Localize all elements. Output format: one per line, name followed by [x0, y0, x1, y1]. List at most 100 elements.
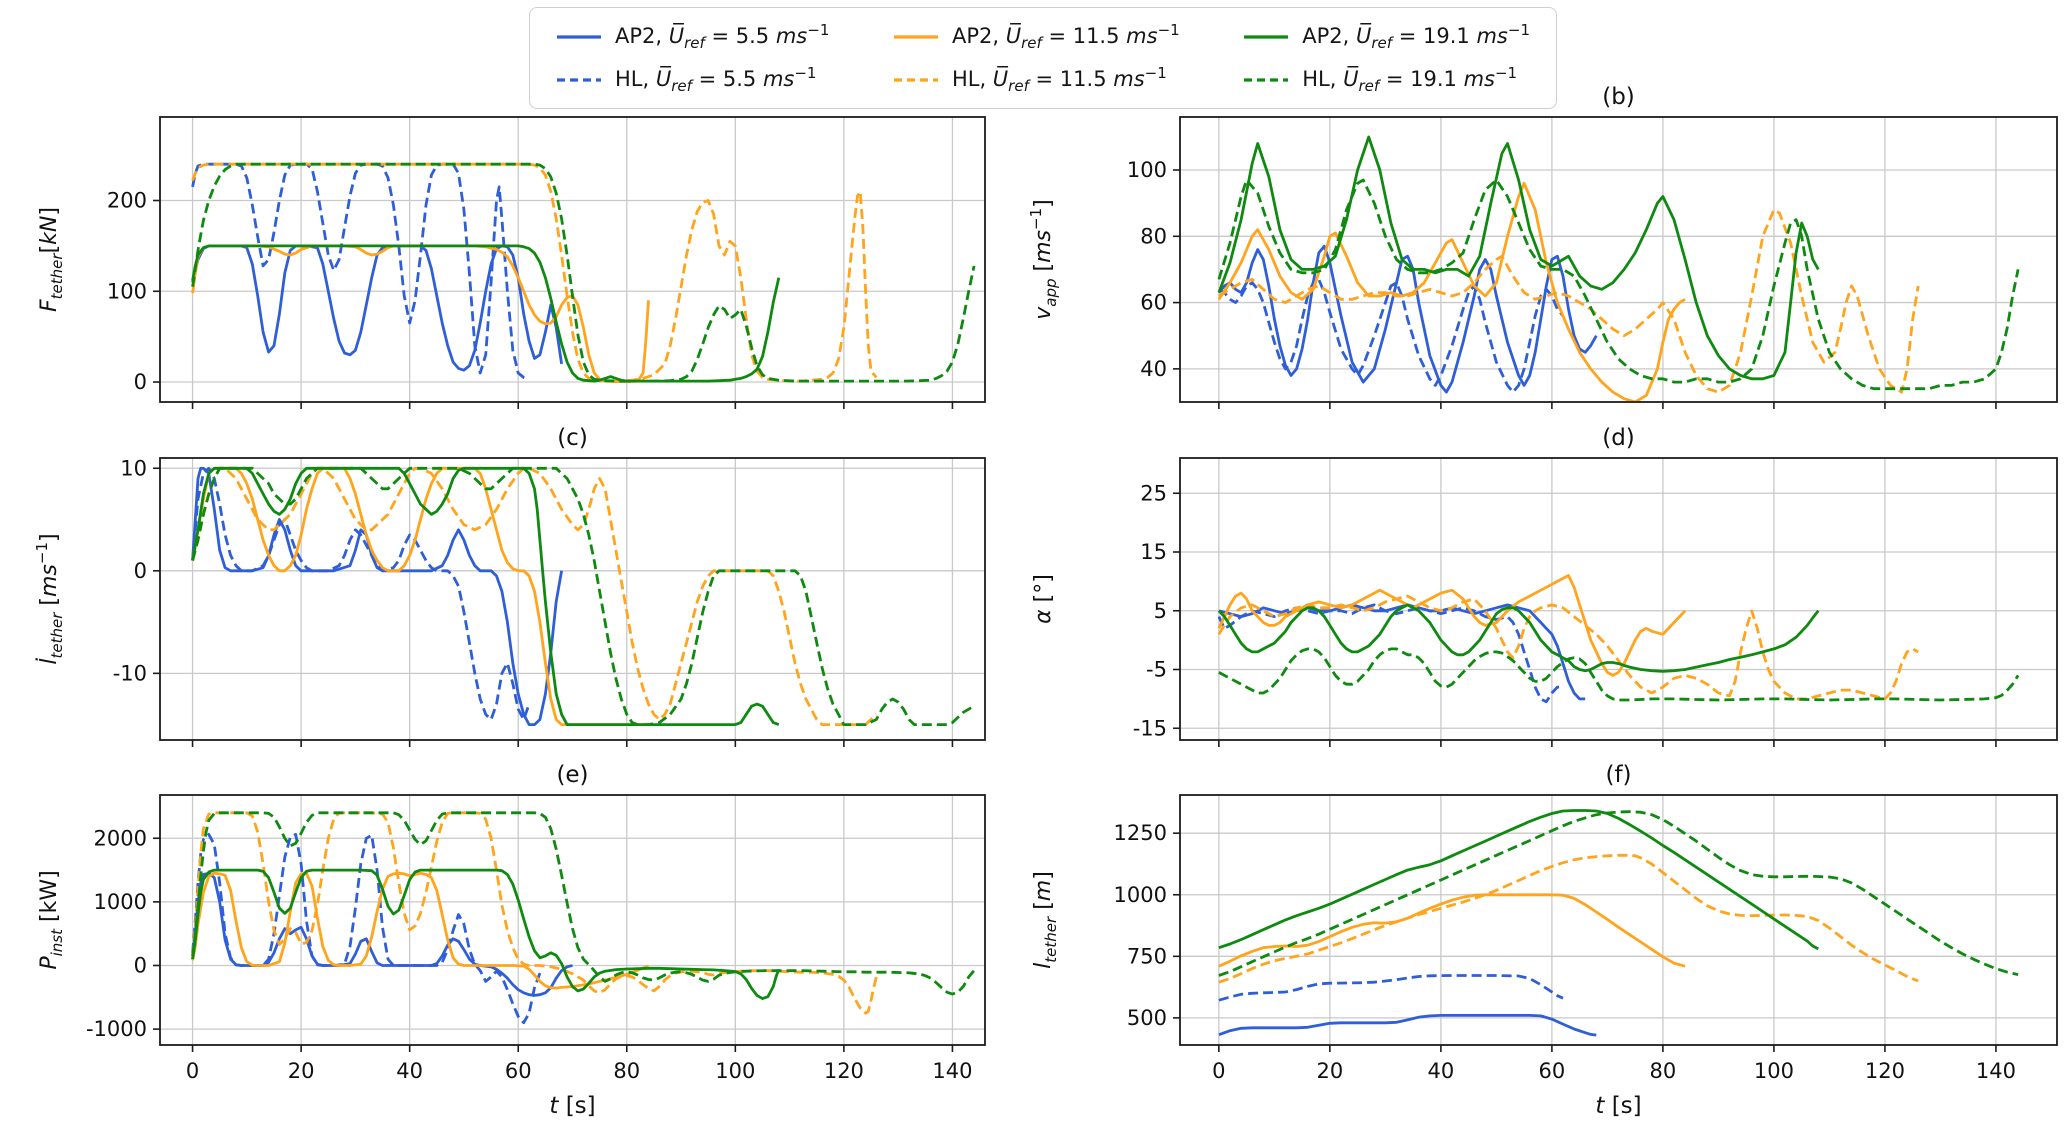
series-ap2_191-f: [1218, 809, 1819, 951]
x-tick-label: 0: [186, 1059, 199, 1083]
y-axis-label-e: Pinst [kW]: [37, 870, 66, 969]
x-tick-label: 120: [1865, 1059, 1905, 1083]
subplot-b: 40 60 80 100 (b) vapp [ms−1]: [1027, 84, 2058, 409]
subplot-c: -10 0 10 (c) l̇tether [ms−1]: [33, 425, 986, 747]
x-axis-label-e: t [s]: [549, 1093, 595, 1119]
x-tick-label: 80: [1650, 1059, 1677, 1083]
series-ap2_191-b: [1217, 135, 1820, 381]
y-axis-label-b: vapp [ms−1]: [1027, 199, 1060, 319]
series-ap2_115-c: [191, 466, 649, 726]
y-tick-label: -1000: [86, 1017, 147, 1041]
legend-item-ap2_115: AP2, U̅ref = 11.5 ms−1: [893, 21, 1180, 52]
series-ap2_55-f: [1218, 1014, 1597, 1037]
y-tick-label: 0: [134, 953, 147, 977]
series-hl_191-c: [191, 466, 975, 726]
solid-line-icon: [893, 34, 938, 39]
legend-item-hl_191: HL, U̅ref = 19.1 ms−1: [1243, 64, 1530, 95]
dashed-line-icon: [893, 78, 938, 82]
series-hl_55-e: [191, 833, 542, 1025]
y-tick-label: -5: [1146, 658, 1167, 682]
subplot-e: 0 20 40 60 80 100 120 140 -1000 0 1000 2000 (e) Pinst…: [37, 762, 986, 1119]
series-ap2_191-d: [1217, 603, 1820, 673]
legend-label: HL, U̅ref = 19.1 ms−1: [1302, 64, 1518, 96]
series-hl_115-b: [1218, 208, 1920, 394]
axes-frame: [1179, 457, 2058, 741]
x-tick-label: 120: [824, 1059, 864, 1083]
subplot-f: 0 20 40 60 80 100 120 140 500 750 1000 1250 (f) lteth…: [1031, 762, 2058, 1119]
y-axis-label-a: Ftether[kN]: [37, 207, 66, 312]
series-hl_191-a: [191, 162, 976, 383]
subplot-b-title: (b): [1602, 84, 1635, 110]
x-tick-label: 100: [1754, 1059, 1794, 1083]
series-ap2_191-a: [191, 244, 781, 383]
series-hl_115-a: [191, 162, 878, 383]
x-tick-label: 140: [932, 1059, 972, 1083]
y-tick-label: 2000: [94, 826, 147, 850]
legend: AP2, U̅ref = 5.5 ms−1 AP2, U̅ref = 11.5 m…: [529, 7, 1557, 110]
subplot-d-title: (d): [1602, 425, 1635, 451]
legend-item-ap2_191: AP2, U̅ref = 19.1 ms−1: [1243, 21, 1530, 52]
y-tick-label: 5: [1154, 599, 1167, 623]
x-tick-label: 140: [1976, 1059, 2016, 1083]
y-tick-label: -10: [113, 661, 147, 685]
y-tick-label: 0: [134, 559, 147, 583]
legend-label: AP2, U̅ref = 19.1 ms−1: [1302, 21, 1530, 53]
series-ap2_115-b: [1217, 181, 1686, 402]
y-tick-label: 100: [1127, 158, 1167, 182]
y-tick-label: 100: [107, 279, 147, 303]
subplot-d: -15 -5 5 15 25 (d) α [°]: [1031, 425, 2058, 747]
y-tick-label: 1000: [94, 890, 147, 914]
y-tick-label: 0: [134, 370, 147, 394]
series-hl_55-a: [191, 162, 530, 381]
x-tick-label: 20: [288, 1059, 315, 1083]
x-tick-label: 20: [1316, 1059, 1343, 1083]
x-tick-label: 40: [396, 1059, 423, 1083]
series-ap2_55-a: [191, 244, 563, 372]
series-hl_191-f: [1218, 810, 2019, 977]
series-hl_191-e: [191, 811, 976, 996]
x-tick-label: 40: [1428, 1059, 1455, 1083]
subplot-c-title: (c): [557, 425, 588, 451]
x-tick-label: 60: [1539, 1059, 1566, 1083]
legend-item-hl_115: HL, U̅ref = 11.5 ms−1: [893, 64, 1180, 95]
y-tick-label: 10: [120, 456, 147, 480]
y-tick-label: 500: [1127, 1006, 1167, 1030]
dashed-line-icon: [1244, 78, 1289, 82]
series-hl_55-b: [1218, 277, 1565, 394]
series-ap2_55-b: [1217, 244, 1598, 394]
x-tick-label: 60: [505, 1059, 532, 1083]
y-tick-label: 750: [1127, 944, 1167, 968]
legend-item-ap2_55: AP2, U̅ref = 5.5 ms−1: [556, 21, 829, 52]
axes-frame: [159, 794, 986, 1046]
series-hl_55-f: [1218, 974, 1564, 1002]
y-tick-label: 40: [1140, 357, 1167, 381]
series-ap2_115-e: [191, 871, 649, 990]
x-tick-label: 80: [613, 1059, 640, 1083]
x-tick-label: 100: [715, 1059, 755, 1083]
solid-line-icon: [557, 34, 601, 39]
x-tick-label: 0: [1212, 1059, 1225, 1083]
series-hl_191-b: [1217, 178, 2020, 391]
axes-frame: [1179, 116, 2058, 403]
y-tick-label: 80: [1140, 224, 1167, 248]
legend-label: AP2, U̅ref = 5.5 ms−1: [615, 21, 830, 53]
solid-line-icon: [1244, 34, 1289, 39]
legend-label: HL, U̅ref = 5.5 ms−1: [615, 64, 817, 96]
subplot-e-title: (e): [556, 762, 588, 788]
series-hl_55-d: [1217, 603, 1563, 704]
y-tick-label: 200: [107, 189, 147, 213]
series-hl_191-d: [1218, 647, 2020, 702]
y-axis-label-d: α [°]: [1031, 574, 1056, 624]
axes-frame: [1179, 794, 2058, 1046]
axes-frame: [159, 116, 986, 403]
legend-label: HL, U̅ref = 11.5 ms−1: [951, 64, 1167, 96]
x-axis-label-f: t [s]: [1595, 1093, 1641, 1119]
legend-label: AP2, U̅ref = 11.5 ms−1: [951, 21, 1180, 53]
y-tick-label: 15: [1140, 540, 1167, 564]
series-ap2_191-c: [191, 466, 780, 726]
y-axis-label-c: l̇tether [ms−1]: [33, 533, 66, 664]
series-ap2_191-e: [191, 868, 781, 1000]
